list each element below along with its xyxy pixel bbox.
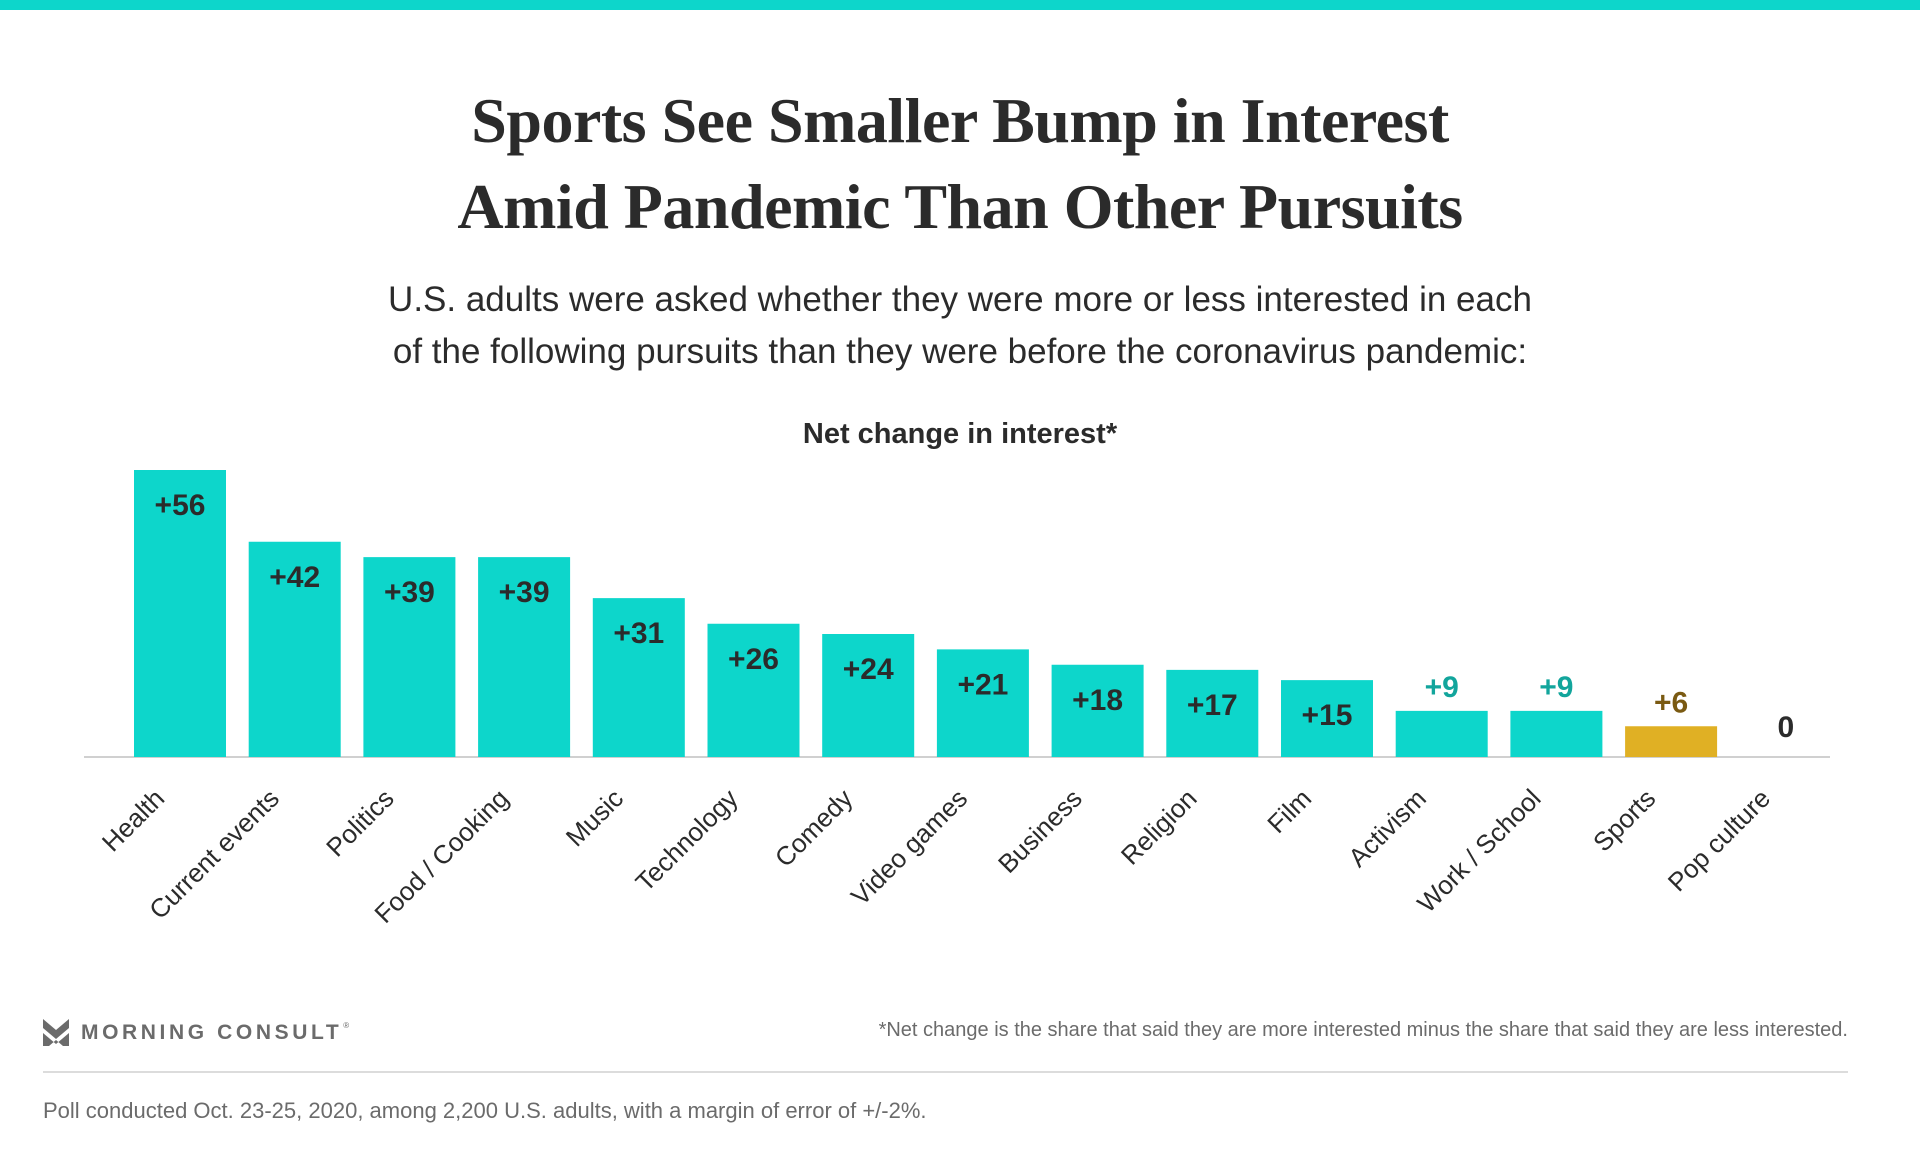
value-label: +42: [269, 561, 320, 594]
category-label: Religion: [1115, 783, 1203, 871]
category-label: Film: [1261, 783, 1317, 839]
value-label: +24: [843, 653, 894, 686]
value-label: +15: [1302, 699, 1353, 732]
bar-health: [134, 470, 226, 757]
value-label: 0: [1777, 711, 1794, 744]
bar-video-games: [936, 649, 1029, 757]
value-label: +26: [728, 643, 779, 676]
morning-consult-logo-icon: [43, 1019, 69, 1046]
bar-current-events: [248, 541, 341, 757]
bar-comedy: [822, 634, 915, 757]
value-label: +21: [957, 668, 1008, 701]
category-label: Sports: [1587, 783, 1661, 857]
category-label: Health: [96, 783, 170, 857]
value-label: +18: [1072, 684, 1123, 717]
value-label: +39: [384, 576, 435, 609]
bar-politics: [363, 557, 456, 757]
category-label: Music: [560, 783, 629, 852]
poll-methodology-note: Poll conducted Oct. 23-25, 2020, among 2…: [43, 1098, 927, 1123]
subtitle-line-2: of the following pursuits than they were…: [392, 332, 1528, 371]
category-label: Work / School: [1411, 783, 1546, 918]
value-label: +9: [1425, 671, 1459, 704]
category-label: Activism: [1342, 783, 1432, 873]
chart-title-line-2: Amid Pandemic Than Other Pursuits: [457, 171, 1463, 242]
bar-technology: [707, 623, 800, 757]
bar-business: [1051, 664, 1144, 757]
value-label: +31: [613, 617, 664, 650]
bar-activism: [1395, 710, 1488, 757]
value-label: +39: [499, 576, 550, 609]
value-label: +56: [155, 489, 206, 522]
registered-mark: ®: [343, 1021, 350, 1030]
value-label: +6: [1654, 686, 1688, 719]
bar-film: [1281, 680, 1373, 757]
category-label: Politics: [320, 783, 399, 862]
chart-title-line-1: Sports See Smaller Bump in Interest: [471, 85, 1449, 156]
morning-consult-logo: MORNING CONSULT ®: [43, 1019, 349, 1046]
value-label: +17: [1187, 689, 1238, 722]
category-label: Technology: [630, 783, 744, 897]
value-label: +9: [1539, 671, 1573, 704]
category-label: Comedy: [769, 783, 859, 873]
subtitle-line-1: U.S. adults were asked whether they were…: [388, 280, 1532, 319]
category-label: Business: [992, 783, 1088, 879]
top-accent-bar: [0, 0, 1920, 10]
chart-heading: Net change in interest*: [802, 418, 1118, 450]
bar-food-cooking: [478, 557, 571, 757]
bar-music: [592, 598, 685, 757]
bar-work-school: [1510, 710, 1603, 757]
brand-name: MORNING CONSULT: [81, 1020, 343, 1044]
category-label: Pop culture: [1662, 783, 1776, 897]
category-label: Video games: [845, 783, 973, 911]
bar-sports: [1625, 726, 1718, 757]
bar-religion: [1166, 669, 1259, 757]
footnote: *Net change is the share that said they …: [878, 1019, 1848, 1041]
footer-divider: [43, 1071, 1848, 1073]
